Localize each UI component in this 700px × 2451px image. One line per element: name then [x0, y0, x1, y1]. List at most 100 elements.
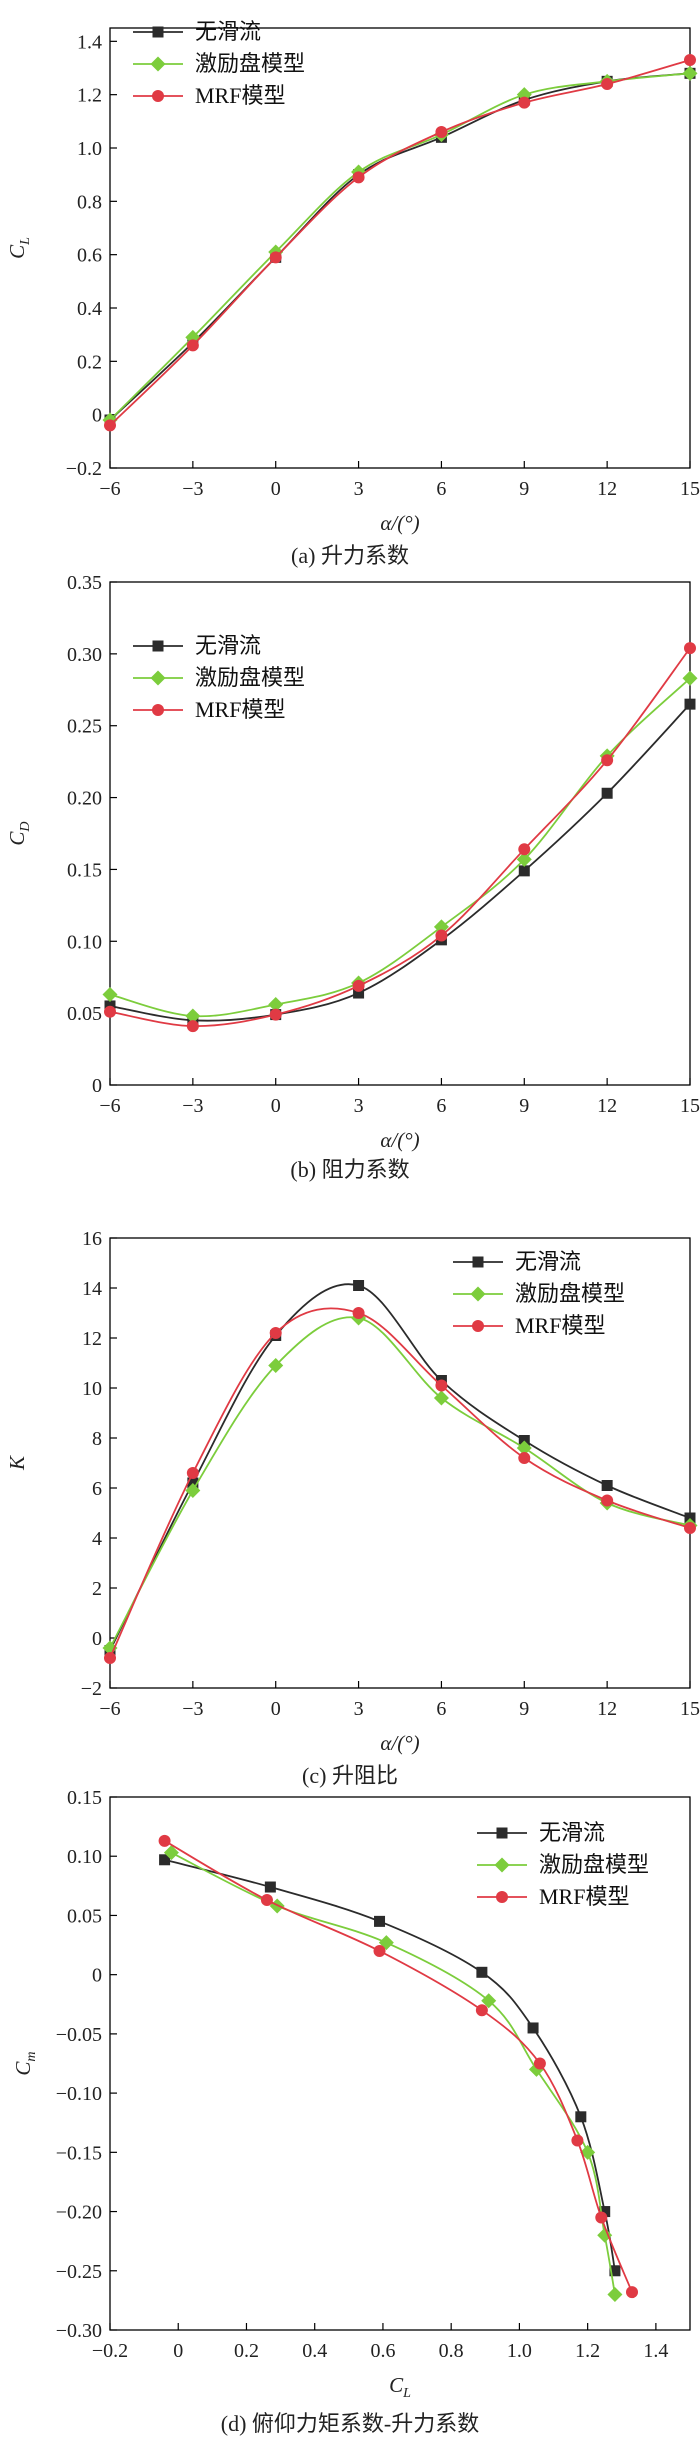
- chart-2-point: [268, 997, 284, 1013]
- chart-1-xtick-label: −6: [99, 478, 120, 500]
- chart-3-point: [104, 1652, 116, 1664]
- chart-1-ylabel-main: C: [5, 244, 29, 259]
- chart-2-frame: [109, 581, 691, 1086]
- chart-4-xtick-label: 0.6: [370, 2340, 395, 2362]
- chart-3-ylabel-main: K: [5, 1455, 29, 1471]
- chart-2-legend-label: 激励盘模型: [195, 665, 305, 690]
- chart-3-legend-marker: [472, 1320, 484, 1332]
- chart-3-caption: (c) 升阻比: [302, 1763, 398, 1788]
- chart-4-point: [264, 1881, 276, 1893]
- chart-2-point: [435, 929, 448, 942]
- chart-4-legend-marker: [494, 1857, 510, 1873]
- chart-4-xtick-label: −0.2: [92, 2340, 128, 2362]
- chart-4-ytick-label: −0.10: [56, 2083, 102, 2105]
- chart-2-point: [684, 642, 696, 655]
- chart-4-xtick-label: 1.4: [643, 2340, 668, 2362]
- chart-2-point: [269, 1008, 282, 1021]
- chart-4-xlabel: CL: [389, 2373, 411, 2401]
- chart-3-series-line: [109, 1283, 691, 1651]
- chart-1-xtick-label: 0: [271, 478, 281, 500]
- chart-2-point: [102, 986, 118, 1002]
- chart-3-legend-label: 无滑流: [515, 1249, 581, 1274]
- chart-3-ytick-label: 8: [92, 1428, 102, 1450]
- chart-4-xlabel-sub: L: [402, 2386, 411, 2401]
- chart-2-xtick-label: 9: [519, 1095, 529, 1117]
- chart-4-point: [527, 2022, 539, 2034]
- chart-3-ytick-label: 12: [82, 1328, 102, 1350]
- chart-1-frame: [109, 27, 691, 469]
- chart-4-series-line: [171, 1851, 616, 2295]
- chart-4-point: [599, 2206, 611, 2218]
- chart-3-legend-marker: [472, 1256, 484, 1268]
- chart-3-point: [269, 1327, 282, 1339]
- chart-2-point: [516, 851, 532, 867]
- chart-4-caption: (d) 俯仰力矩系数-升力系数: [221, 2411, 479, 2436]
- chart-4-point: [597, 2227, 613, 2243]
- chart-2-point: [352, 979, 365, 992]
- chart-2-legend-marker: [150, 670, 166, 686]
- chart-2-point: [518, 865, 530, 877]
- chart-2-ytick-label: 0.35: [67, 572, 102, 594]
- chart-1-point: [682, 65, 698, 81]
- chart-4-xtick-label: 0: [173, 2340, 183, 2362]
- chart-4-point: [373, 1944, 386, 1957]
- chart-1-xtick-label: 15: [680, 478, 700, 500]
- chart-1-point: [269, 251, 282, 264]
- chart-4-frame: [109, 1796, 691, 2331]
- chart-2-point: [682, 670, 698, 686]
- chart-2-xtick-label: −3: [182, 1095, 203, 1117]
- chart-1-ytick-label: 0: [92, 405, 102, 427]
- chart-2-caption: (b) 阻力系数: [290, 1157, 409, 1182]
- chart-1-ytick-label: 0.2: [77, 351, 102, 373]
- chart-4: −0.2 0 0.2 0.4 0.6 0.8 1.0 1.2 1.4−0.30−0.25−0.2…: [11, 1787, 691, 2436]
- chart-3-point: [353, 1280, 365, 1291]
- chart-1-point: [601, 78, 614, 90]
- chart-1-xtick-label: 12: [597, 478, 617, 500]
- chart-2-ytick-label: 0: [92, 1075, 102, 1097]
- chart-3-xtick-label: 3: [354, 1698, 364, 1720]
- chart-2-series-line: [109, 703, 691, 1022]
- chart-1-ylabel: CL: [5, 237, 33, 259]
- chart-2-ylabel-main: C: [5, 831, 29, 846]
- chart-4-point: [580, 2144, 596, 2160]
- chart-3-point: [352, 1307, 365, 1319]
- chart-2-ytick-label: 0.30: [67, 644, 102, 666]
- chart-1-series-line: [109, 72, 691, 421]
- chart-2-point: [353, 987, 365, 999]
- chart-1-ytick-label: 0.6: [77, 245, 102, 267]
- chart-4-ytick-label: −0.05: [56, 2024, 102, 2046]
- chart-2-point: [684, 698, 696, 710]
- chart-3-ytick-label: 0: [92, 1628, 102, 1650]
- chart-1-ytick-label: −0.2: [66, 458, 102, 480]
- chart-2-xtick-label: 0: [271, 1095, 281, 1117]
- chart-4-legend-label: 无滑流: [539, 1820, 605, 1845]
- chart-1-point: [104, 419, 116, 432]
- chart-1-xlabel: α/(°): [380, 511, 419, 535]
- chart-4-xlabel-main: C: [389, 2373, 404, 2397]
- chart-4-point: [595, 2211, 608, 2224]
- chart-4-point: [571, 2134, 584, 2147]
- chart-4-legend-marker: [496, 1891, 508, 1903]
- chart-4-point: [481, 1993, 497, 2009]
- chart-2-point: [185, 1008, 201, 1024]
- chart-4-point: [260, 1894, 273, 1907]
- chart-1-series-line: [109, 72, 691, 421]
- chart-1-point: [435, 126, 448, 138]
- chart-4-ylabel-main: C: [11, 2061, 35, 2076]
- chart-1-point: [186, 339, 199, 352]
- chart-3-frame: [109, 1237, 691, 1689]
- chart-2-ytick-label: 0.20: [67, 788, 102, 810]
- chart-1-point: [352, 171, 365, 184]
- chart-3: −6 −3 0 3 6 9 12 15 −2 0 2 4 6 8 10 12 14 16 α/(°) K 无滑流激励盘模…: [5, 1228, 700, 1788]
- chart-4-legend-marker: [496, 1827, 508, 1839]
- chart-3-xtick-label: −3: [182, 1698, 203, 1720]
- chart-3-xtick-label: 15: [680, 1698, 700, 1720]
- chart-4-point: [607, 2286, 623, 2302]
- chart-4-ylabel: Cm: [11, 2051, 39, 2075]
- chart-1-legend-marker: [150, 56, 166, 72]
- chart-4-point: [476, 1966, 488, 1978]
- chart-2-ylabel: CD: [5, 821, 33, 845]
- chart-4-xtick-label: 0.8: [439, 2340, 464, 2362]
- chart-1-ytick-label: 0.8: [77, 191, 102, 213]
